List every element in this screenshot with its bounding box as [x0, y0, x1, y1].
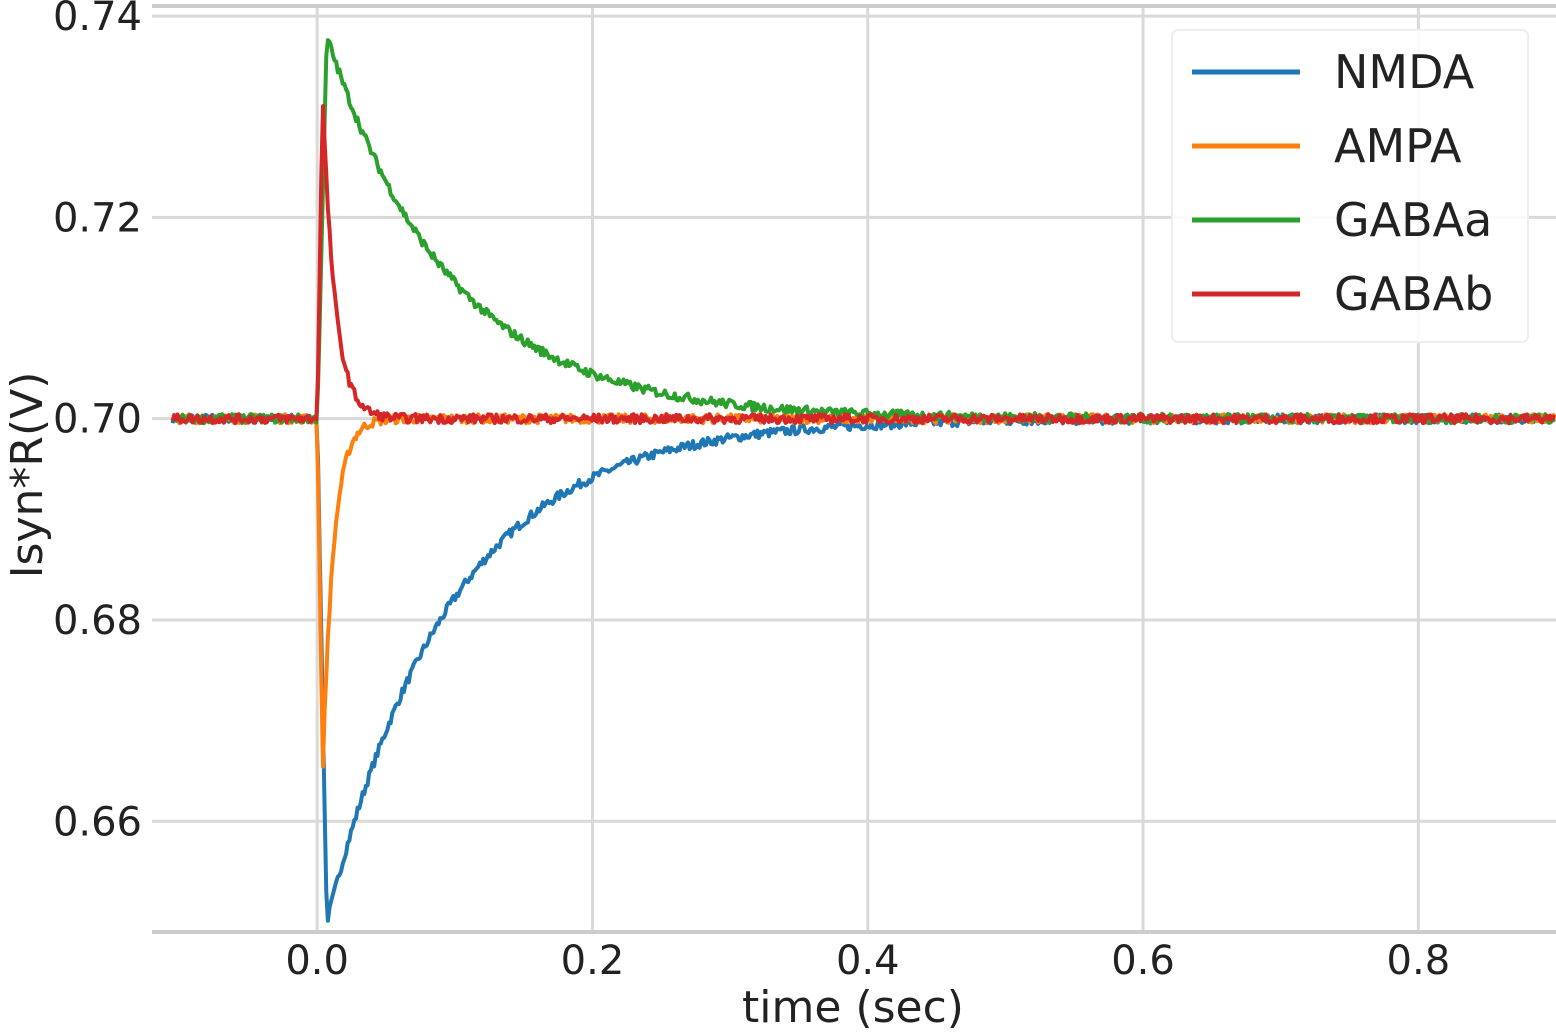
legend-label-gabab: GABAb [1334, 267, 1493, 321]
legend: NMDA AMPA GABAa GABAb [1171, 29, 1529, 343]
series-layer [170, 38, 1556, 923]
series-line-ampa [171, 412, 1556, 769]
x-tick-label: 0.6 [1111, 938, 1175, 984]
legend-label-nmda: NMDA [1334, 45, 1475, 99]
x-axis-ticks: 0.0 0.2 0.4 0.6 0.8 [285, 938, 1450, 984]
legend-box [1171, 29, 1529, 343]
x-axis-label: time (sec) [742, 982, 964, 1033]
x-tick-label: 0.2 [561, 938, 625, 984]
series-line-nmda [170, 412, 1556, 923]
y-axis-label: Isyn*R(V) [2, 372, 53, 579]
axes-frame [152, 4, 1556, 934]
y-tick-label: 0.72 [53, 195, 142, 241]
y-tick-label: 0.68 [53, 598, 142, 644]
y-tick-label: 0.74 [53, 0, 142, 40]
y-axis-ticks: 0.66 0.68 0.70 0.72 0.74 [53, 0, 142, 845]
x-tick-label: 0.4 [836, 938, 900, 984]
x-tick-label: 0.8 [1387, 938, 1451, 984]
legend-label-ampa: AMPA [1334, 119, 1462, 173]
x-tick-label: 0.0 [285, 938, 349, 984]
legend-label-gabaa: GABAa [1334, 193, 1492, 247]
series-line-gabab [170, 104, 1556, 426]
y-tick-label: 0.66 [53, 799, 142, 845]
y-tick-label: 0.70 [53, 397, 142, 443]
